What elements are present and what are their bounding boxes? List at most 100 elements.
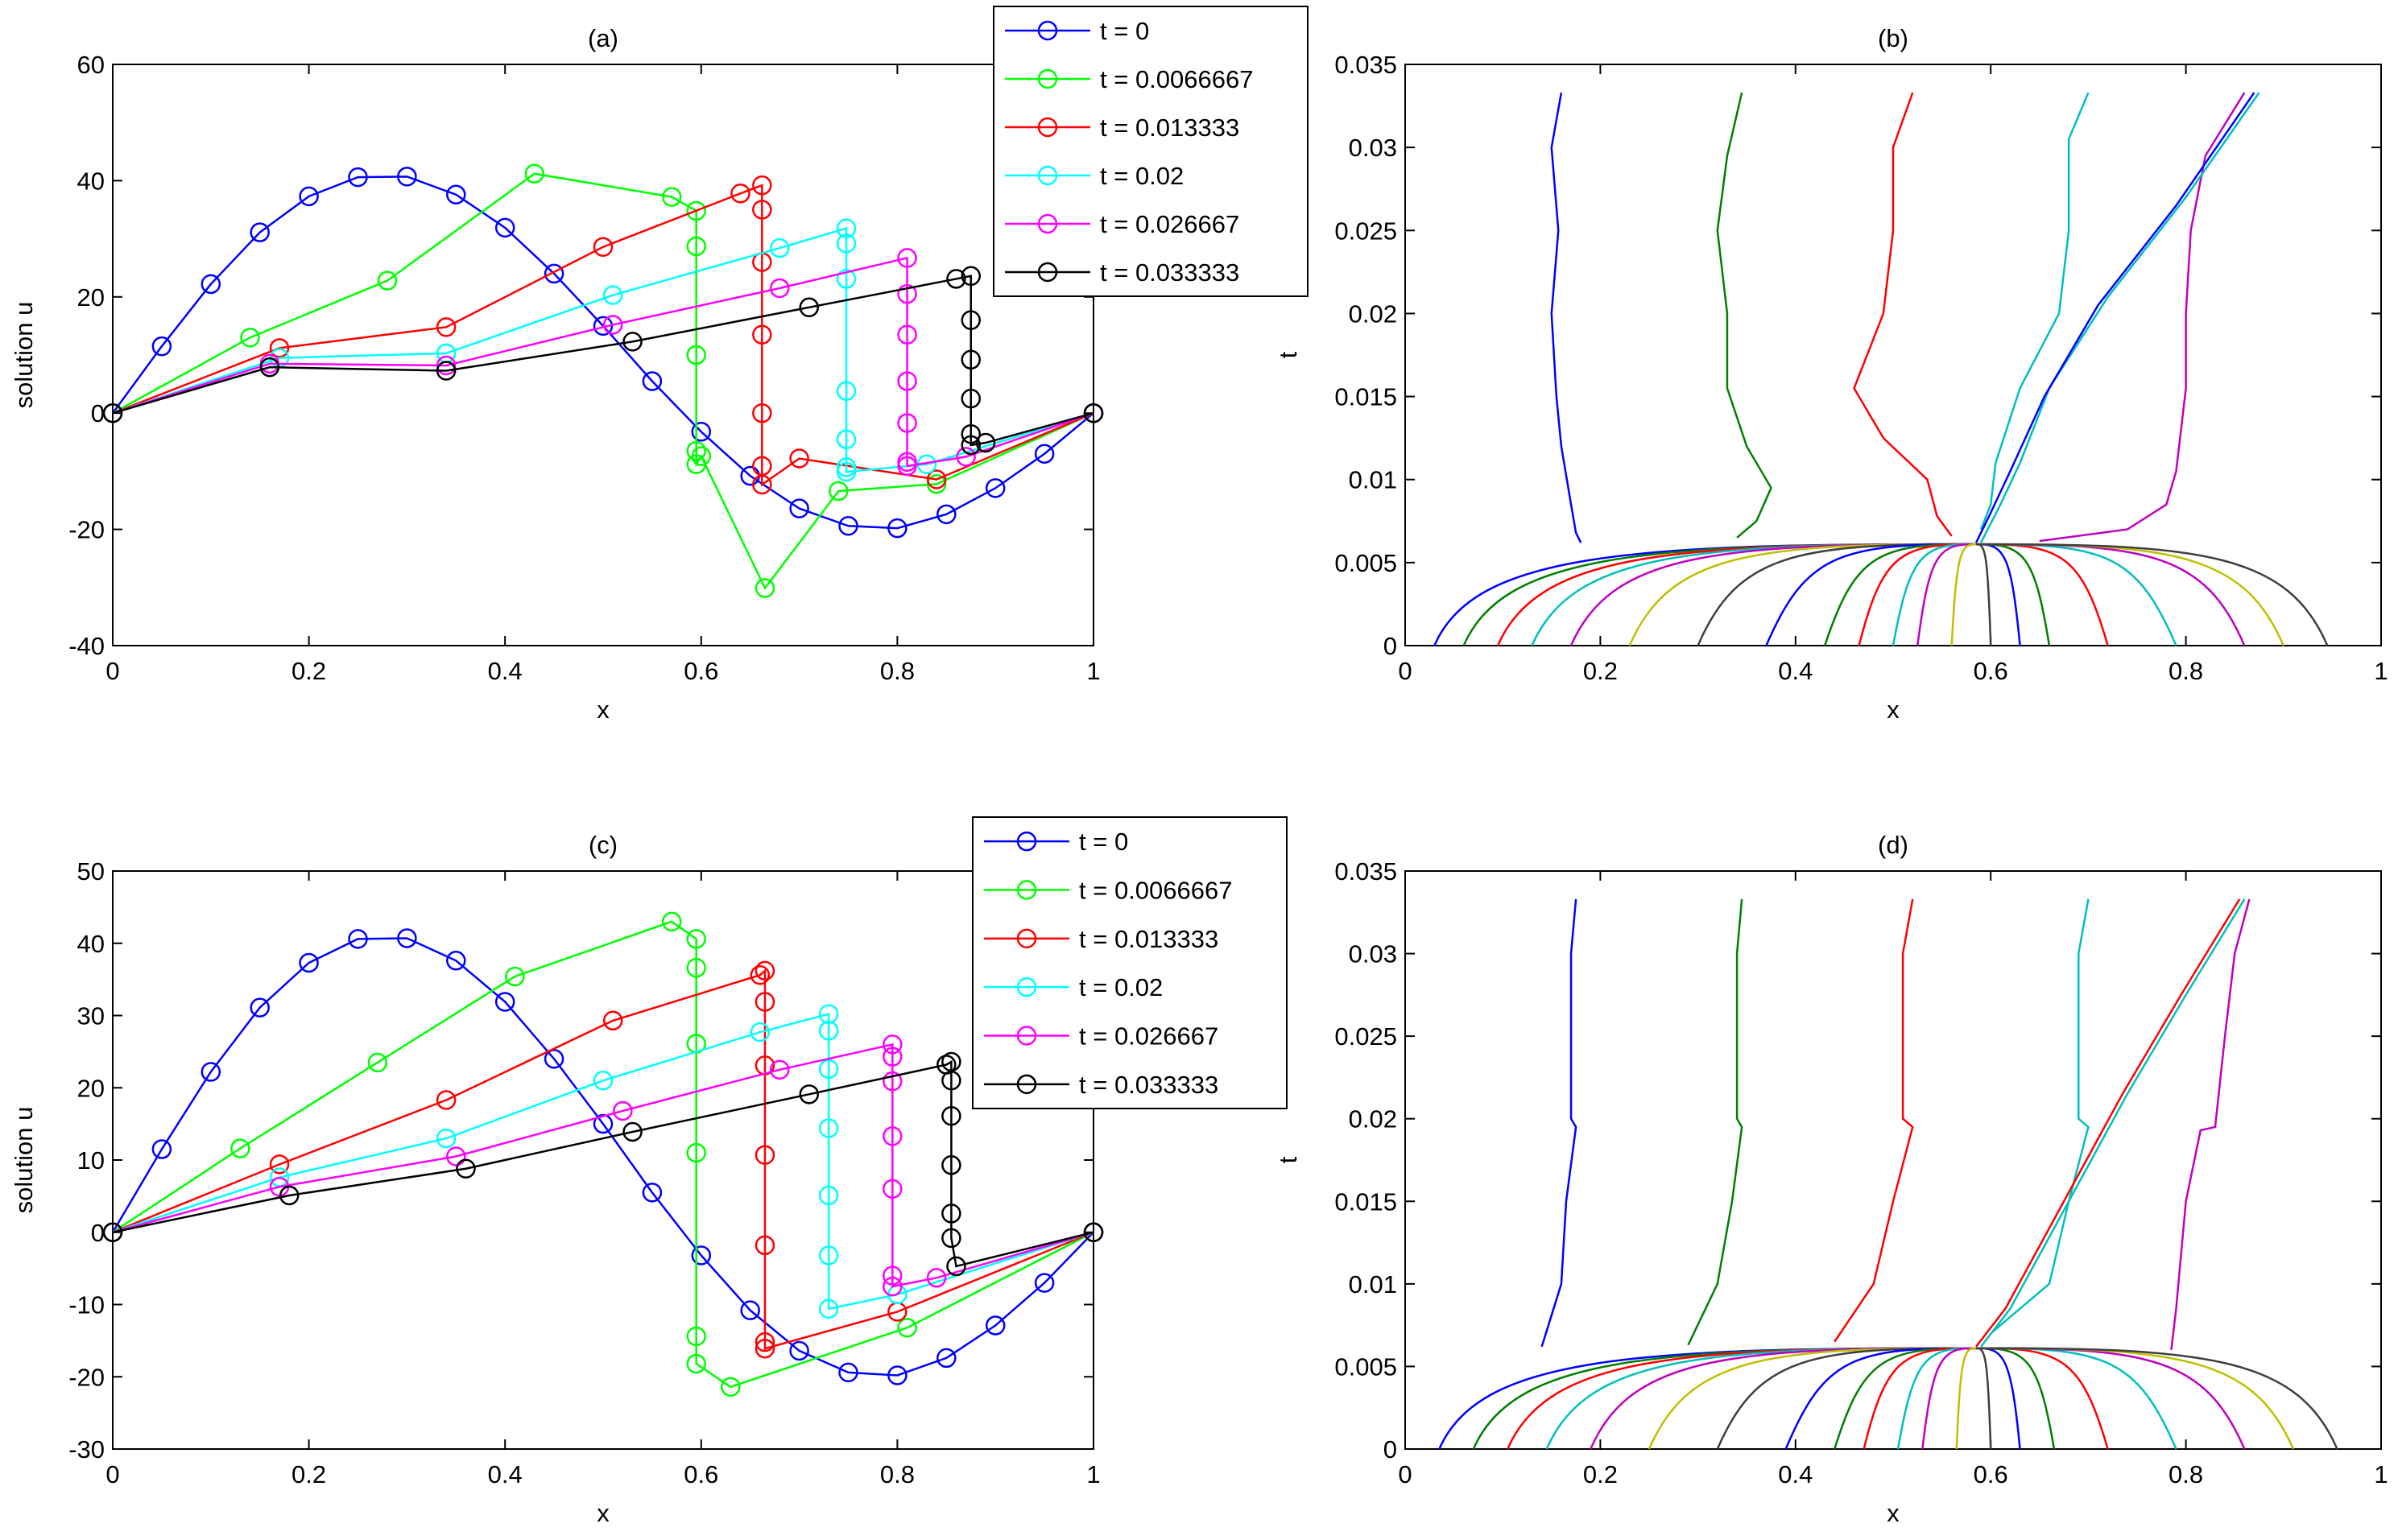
data-point: [755, 1338, 775, 1359]
mesh-trajectory-upper: [1834, 898, 1914, 1343]
data-point: [436, 355, 457, 376]
data-point: [691, 422, 712, 442]
mesh-trajectory: [1975, 543, 2051, 646]
x-tick-label: 0.2: [1583, 657, 1618, 685]
panel-b: 0 0.2 0.4 0.6 0.8 1 0 0.005 0.01 0.015 0.02 0.025 0.…: [1274, 24, 2388, 724]
y-tick-label: -40: [68, 632, 105, 660]
mesh-trajectory-upper: [1540, 898, 1577, 1348]
data-point: [926, 474, 947, 494]
data-point: [593, 1071, 614, 1091]
data-point: [818, 1021, 839, 1041]
series-line: [112, 226, 1094, 473]
legend-box: [972, 816, 1288, 1109]
mesh-trajectory-upper: [1974, 92, 2255, 543]
x-axis-label: x: [1887, 1499, 1900, 1527]
x-tick-label: 0.4: [488, 657, 523, 685]
mesh-trajectory: [1765, 543, 1977, 646]
data-point: [299, 186, 319, 207]
legend-marker: [1037, 213, 1058, 234]
mesh-trajectory: [1507, 1347, 1977, 1450]
data-point: [1034, 1273, 1055, 1293]
x-axis-label: x: [597, 696, 610, 724]
legend-marker: [1016, 1074, 1037, 1095]
data-point: [836, 233, 857, 254]
legend-label: t = 0.02: [1079, 973, 1163, 1001]
data-point: [721, 1377, 741, 1398]
data-point: [883, 1126, 903, 1146]
data-point: [593, 237, 614, 257]
panel-title: (c): [589, 831, 618, 859]
data-point: [436, 1090, 457, 1110]
data-point: [897, 248, 917, 268]
mesh-trajectory-upper: [1687, 898, 1743, 1346]
mesh-trajectory: [1955, 1347, 1977, 1450]
mesh-trajectory: [1921, 1347, 1977, 1450]
data-point: [946, 269, 966, 289]
data-point: [602, 1010, 623, 1031]
legend-marker: [1037, 165, 1058, 186]
legend-label: t = 0.013333: [1079, 925, 1218, 953]
data-point: [755, 960, 775, 981]
data-point: [446, 951, 466, 971]
mesh-trajectory: [1628, 543, 1977, 646]
y-tick-label: -10: [68, 1291, 105, 1319]
mesh-trajectory-upper: [1990, 898, 2090, 1335]
data-point: [818, 1059, 839, 1080]
data-point: [524, 163, 544, 184]
mesh-trajectory: [1976, 1347, 2295, 1450]
series-line: [111, 937, 1094, 1377]
y-tick-label: 0.02: [1349, 299, 1397, 328]
data-point: [789, 448, 809, 469]
data-point: [883, 1179, 903, 1199]
series-line: [112, 920, 1094, 1389]
data-point: [975, 432, 996, 453]
data-point: [769, 1059, 790, 1080]
data-point: [818, 1245, 839, 1265]
series-line: [112, 172, 1094, 590]
data-point: [201, 1062, 221, 1082]
x-tick-label: 0.6: [684, 1460, 718, 1488]
data-point: [436, 1128, 457, 1149]
data-point: [752, 175, 772, 196]
data-point: [201, 274, 221, 295]
x-tick-label: 0: [1398, 657, 1412, 685]
legend-marker: [1016, 1026, 1037, 1046]
data-point: [446, 1146, 466, 1166]
x-tick-label: 0.2: [291, 1460, 326, 1488]
data-point: [769, 278, 790, 299]
mesh-trajectory-upper: [1853, 92, 1953, 537]
legend-label: t = 0.033333: [1079, 1071, 1218, 1099]
legend-marker: [1016, 976, 1037, 997]
data-point: [642, 371, 663, 391]
legend-label: t = 0.013333: [1100, 114, 1239, 142]
data-point: [686, 1353, 706, 1374]
y-axis-label: t: [1274, 1156, 1302, 1163]
data-point: [299, 952, 319, 973]
data-point: [377, 270, 398, 291]
y-tick-label: 0: [1383, 632, 1397, 660]
data-point: [259, 357, 280, 378]
data-point: [883, 1071, 903, 1092]
data-point: [755, 1235, 775, 1256]
data-point: [961, 310, 981, 330]
data-point: [1034, 444, 1055, 464]
data-point: [250, 997, 270, 1018]
mesh-trajectory-upper: [1550, 92, 1582, 543]
data-point: [622, 332, 643, 352]
data-point: [883, 1276, 903, 1297]
data-point: [789, 498, 809, 518]
y-tick-label: 30: [77, 1002, 105, 1030]
data-point: [662, 911, 682, 932]
data-point: [602, 285, 623, 305]
mesh-trajectory-upper: [1980, 898, 2246, 1348]
mesh-trajectory: [1716, 1347, 1977, 1450]
data-point: [897, 371, 917, 391]
mesh-trajectory: [1892, 543, 1977, 646]
y-tick-label: 0.025: [1334, 217, 1397, 245]
legend-label: t = 0.033333: [1100, 258, 1239, 287]
data-point: [686, 440, 706, 461]
legend-label: t = 0.0066667: [1100, 65, 1253, 93]
data-point: [544, 263, 564, 284]
mesh-trajectory: [1834, 1347, 1977, 1450]
data-point: [250, 222, 270, 242]
